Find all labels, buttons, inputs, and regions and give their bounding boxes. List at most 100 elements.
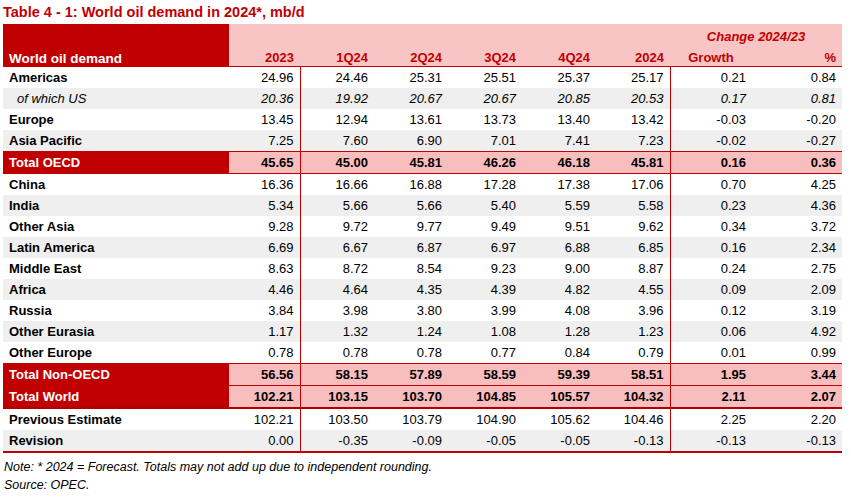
row-label: Other Europe [3, 342, 229, 364]
column-header-2q24: 2Q24 [374, 45, 448, 67]
column-header-1q24: 1Q24 [300, 45, 374, 67]
cell-value: 5.66 [374, 195, 448, 216]
change-header: Change 2024/23 [670, 24, 842, 45]
cell-value: 0.99 [752, 342, 842, 364]
cell-value: 4.36 [752, 195, 842, 216]
column-header-2023: 2023 [229, 45, 300, 67]
cell-value: 8.63 [229, 258, 300, 279]
cell-value: 0.21 [670, 67, 752, 89]
cell-value: 2.25 [670, 408, 752, 430]
cell-value: 5.34 [229, 195, 300, 216]
row-label: Latin America [3, 237, 229, 258]
cell-value: 0.24 [670, 258, 752, 279]
cell-value: 45.81 [374, 152, 448, 174]
cell-value: 8.72 [300, 258, 374, 279]
cell-value: 5.40 [448, 195, 522, 216]
cell-value: 103.79 [374, 408, 448, 430]
table-row: Americas24.9624.4625.3125.5125.3725.170.… [3, 67, 842, 89]
row-label: Africa [3, 279, 229, 300]
row-label: Russia [3, 300, 229, 321]
cell-value: 4.39 [448, 279, 522, 300]
cell-value: 24.96 [229, 67, 300, 89]
row-label: Total Non-OECD [3, 364, 229, 386]
row-label: Revision [3, 430, 229, 452]
cell-value: 104.90 [448, 408, 522, 430]
cell-value: 105.62 [522, 408, 596, 430]
cell-value: 0.78 [229, 342, 300, 364]
table-row: China16.3616.6616.8817.2817.3817.060.704… [3, 174, 842, 196]
cell-value: 104.46 [596, 408, 670, 430]
table-row: Other Europe0.780.780.780.770.840.790.01… [3, 342, 842, 364]
column-header-percent: % [752, 45, 842, 67]
cell-value: 59.39 [522, 364, 596, 386]
table-row: Other Asia9.289.729.779.499.519.620.343.… [3, 216, 842, 237]
cell-value: 19.92 [300, 88, 374, 109]
cell-value: 4.55 [596, 279, 670, 300]
cell-value: 1.28 [522, 321, 596, 342]
cell-value: 3.99 [448, 300, 522, 321]
cell-value: 9.62 [596, 216, 670, 237]
cell-value: 104.32 [596, 386, 670, 409]
cell-value: -0.13 [596, 430, 670, 452]
cell-value: 13.42 [596, 109, 670, 130]
cell-value: 103.50 [300, 408, 374, 430]
cell-value: 103.70 [374, 386, 448, 409]
row-label: Europe [3, 109, 229, 130]
cell-value: 6.97 [448, 237, 522, 258]
cell-value: 58.59 [448, 364, 522, 386]
cell-value: 13.61 [374, 109, 448, 130]
cell-value: 4.46 [229, 279, 300, 300]
cell-value: 103.15 [300, 386, 374, 409]
cell-value: -0.05 [448, 430, 522, 452]
cell-value: 0.36 [752, 152, 842, 174]
cell-value: 3.98 [300, 300, 374, 321]
cell-value: 4.08 [522, 300, 596, 321]
cell-value: 13.73 [448, 109, 522, 130]
cell-value: 4.25 [752, 174, 842, 196]
row-label: China [3, 174, 229, 196]
cell-value: 6.90 [374, 130, 448, 152]
cell-value: 1.32 [300, 321, 374, 342]
cell-value: 4.64 [300, 279, 374, 300]
cell-value: 46.26 [448, 152, 522, 174]
cell-value: 6.69 [229, 237, 300, 258]
row-label: Other Eurasia [3, 321, 229, 342]
cell-value: 3.72 [752, 216, 842, 237]
cell-value: 104.85 [448, 386, 522, 409]
cell-value: 7.01 [448, 130, 522, 152]
cell-value: 0.84 [522, 342, 596, 364]
cell-value: 16.88 [374, 174, 448, 196]
cell-value: 9.51 [522, 216, 596, 237]
table-row: Africa4.464.644.354.394.824.550.092.09 [3, 279, 842, 300]
cell-value: 1.23 [596, 321, 670, 342]
cell-value: 102.21 [229, 408, 300, 430]
cell-value: 20.53 [596, 88, 670, 109]
page: Table 4 - 1: World oil demand in 2024*, … [0, 0, 851, 494]
cell-value: 25.37 [522, 67, 596, 89]
cell-value: 3.84 [229, 300, 300, 321]
cell-value: -0.09 [374, 430, 448, 452]
table-row: Middle East8.638.728.549.239.008.870.242… [3, 258, 842, 279]
table-header: World oil demand Change 2024/23 2023 1Q2… [3, 24, 842, 67]
cell-value: 9.00 [522, 258, 596, 279]
cell-value: 6.87 [374, 237, 448, 258]
cell-value: 0.01 [670, 342, 752, 364]
cell-value: -0.20 [752, 109, 842, 130]
cell-value: 20.67 [374, 88, 448, 109]
cell-value: 1.95 [670, 364, 752, 386]
cell-value: 12.94 [300, 109, 374, 130]
row-label: of which US [3, 88, 229, 109]
cell-value: 16.66 [300, 174, 374, 196]
cell-value: 0.34 [670, 216, 752, 237]
row-label: Previous Estimate [3, 408, 229, 430]
cell-value: 24.46 [300, 67, 374, 89]
cell-value: 0.23 [670, 195, 752, 216]
cell-value: 6.85 [596, 237, 670, 258]
cell-value: 0.00 [229, 430, 300, 452]
cell-value: 8.54 [374, 258, 448, 279]
cell-value: 0.78 [374, 342, 448, 364]
cell-value: 13.40 [522, 109, 596, 130]
cell-value: 0.78 [300, 342, 374, 364]
cell-value: 9.28 [229, 216, 300, 237]
cell-value: 2.34 [752, 237, 842, 258]
